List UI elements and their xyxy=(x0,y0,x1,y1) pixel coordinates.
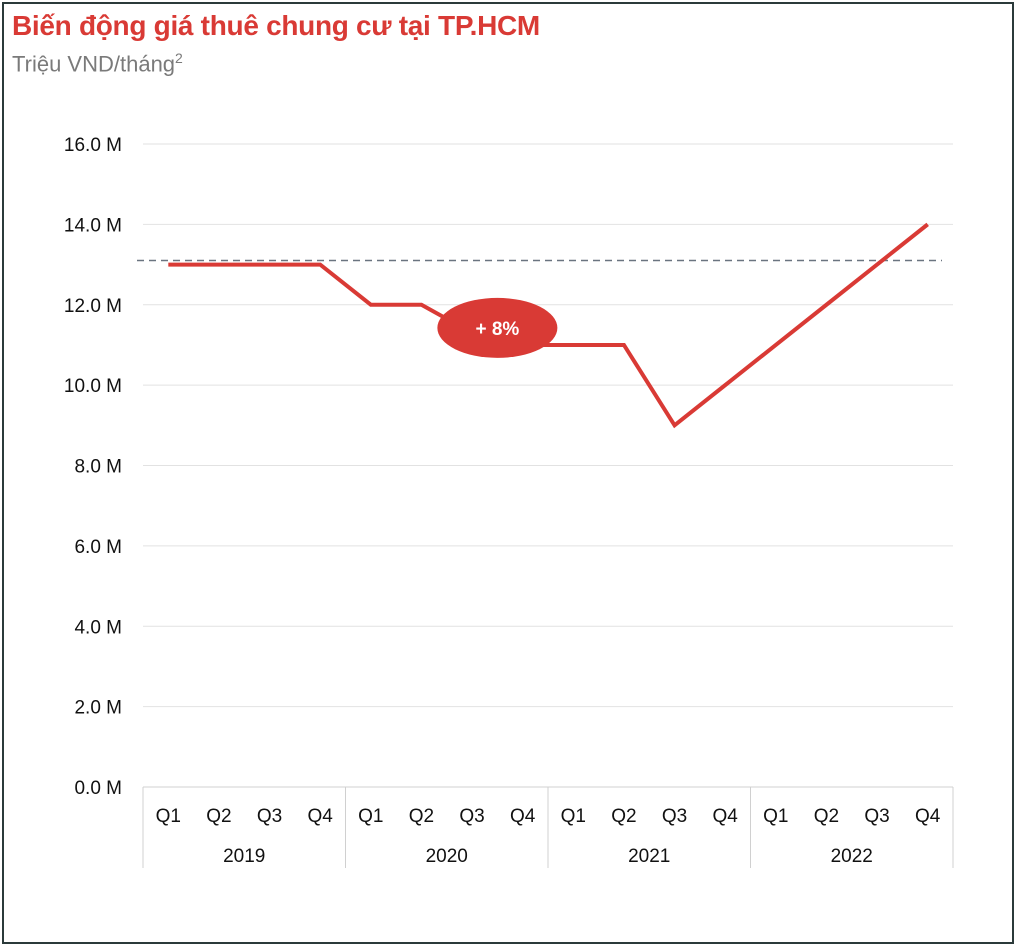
gridlines xyxy=(143,143,953,788)
chart-title: Biến động giá thuê chung cư tại TP.HCM xyxy=(12,10,540,41)
x-tick-label: Q4 xyxy=(915,806,941,827)
y-tick-label: 6.0 M xyxy=(74,537,122,558)
chart-subtitle: Triệu VND/tháng2 xyxy=(12,50,183,77)
y-tick-label: 14.0 M xyxy=(64,215,122,236)
series-group xyxy=(168,222,929,429)
x-axis: Q1 Q2 Q3 Q4 Q1 Q2 Q3 Q4 Q1 Q2 Q3 Q4 Q1 Q2 Q3 Q4 2019 2020… xyxy=(142,787,954,868)
x-tick-label: Q3 xyxy=(864,806,889,827)
x-tick-label: Q4 xyxy=(713,806,739,827)
y-tick-label: 2.0 M xyxy=(74,698,122,719)
x-tick-label: Q2 xyxy=(206,806,231,827)
x-tick-label: Q2 xyxy=(611,806,636,827)
y-tick-label: 4.0 M xyxy=(74,617,122,638)
y-tick-label: 10.0 M xyxy=(64,376,122,397)
subtitle-superscript: 2 xyxy=(175,50,183,66)
x-tick-label: Q3 xyxy=(459,806,484,827)
x-tick-label: Q4 xyxy=(510,806,536,827)
annotation-badge-group: + 8% xyxy=(437,297,558,358)
y-axis-labels: 0.0 M 2.0 M 4.0 M 6.0 M 8.0 M 10.0 M 12.0 M 14.… xyxy=(64,135,122,799)
year-label: 2021 xyxy=(628,846,670,867)
annotation-badge xyxy=(437,297,558,358)
series-line xyxy=(168,222,929,429)
year-label: 2022 xyxy=(831,846,873,867)
x-tick-label: Q1 xyxy=(763,806,788,827)
year-label: 2020 xyxy=(426,846,468,867)
x-tick-label: Q1 xyxy=(561,806,586,827)
subtitle-text: Triệu VND/tháng xyxy=(12,51,176,77)
y-tick-label: 0.0 M xyxy=(74,778,122,799)
x-tick-label: Q1 xyxy=(156,806,181,827)
y-tick-label: 16.0 M xyxy=(64,135,122,156)
x-tick-label: Q1 xyxy=(358,806,383,827)
y-tick-label: 12.0 M xyxy=(64,296,122,317)
year-label: 2019 xyxy=(223,846,265,867)
annotation-badge-text: + 8% xyxy=(475,319,519,340)
y-tick-label: 8.0 M xyxy=(74,457,122,478)
x-tick-label: Q4 xyxy=(308,806,334,827)
x-tick-label: Q2 xyxy=(814,806,839,827)
x-tick-label: Q3 xyxy=(662,806,687,827)
x-tick-label: Q2 xyxy=(409,806,434,827)
x-tick-label: Q3 xyxy=(257,806,282,827)
